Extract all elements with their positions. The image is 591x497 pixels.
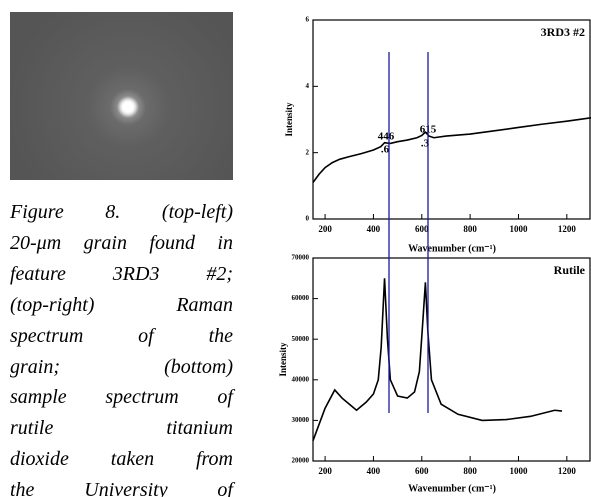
y-tick-label: 40000 <box>292 375 310 383</box>
caption-line: dioxide taken from <box>10 448 233 471</box>
caption-line: rutile titanium <box>10 417 233 440</box>
x-axis-label: Wavenumber (cm⁻¹) <box>408 483 496 494</box>
annotation: .6 <box>381 144 390 156</box>
caption-line: spectrum of the <box>10 324 233 347</box>
spectrum-line <box>312 117 591 183</box>
caption-line: feature 3RD3 #2; <box>10 262 233 285</box>
y-axis-label: Intensity <box>278 342 288 377</box>
y-tick-label: 30000 <box>292 416 310 424</box>
y-tick-label: 6 <box>306 16 310 24</box>
x-tick-label: 1200 <box>558 466 577 476</box>
caption-line: 20-μm grain found in <box>10 231 233 254</box>
x-tick-label: 1000 <box>509 224 528 234</box>
grain-photo <box>10 12 233 180</box>
caption-line: sample spectrum of <box>10 386 233 409</box>
x-tick-label: 800 <box>463 466 477 476</box>
x-tick-label: 800 <box>463 224 477 234</box>
y-tick-label: 60000 <box>292 294 310 302</box>
y-tick-label: 50000 <box>292 335 310 343</box>
x-axis-label: Wavenumber (cm⁻¹) <box>408 243 496 254</box>
chart-title: 3RD3 #2 <box>541 25 585 39</box>
x-tick-label: 600 <box>415 224 429 234</box>
caption-line: grain; (bottom) <box>10 355 233 378</box>
y-tick-label: 70000 <box>292 254 310 262</box>
caption-line: the University of <box>10 479 233 497</box>
x-tick-label: 600 <box>415 466 429 476</box>
plot-frame <box>312 257 591 462</box>
x-tick-label: 400 <box>367 466 381 476</box>
caption-line: Figure 8. (top-left) <box>10 201 233 223</box>
y-tick-label: 2 <box>306 148 310 156</box>
chart-title: Rutile <box>554 263 586 277</box>
caption: Figure 8. (top-left) 20-μm grain found in… <box>10 197 233 497</box>
annotation: .3 <box>421 138 430 150</box>
spectrum-line <box>312 278 563 441</box>
caption-line: (top-right) Raman <box>10 293 233 316</box>
x-tick-label: 200 <box>318 224 332 234</box>
x-tick-label: 200 <box>318 466 332 476</box>
y-tick-label: 0 <box>306 215 310 223</box>
y-tick-label: 20000 <box>292 457 310 465</box>
y-tick-label: 4 <box>306 82 310 90</box>
x-tick-label: 1200 <box>558 224 577 234</box>
annotation: 446 <box>378 131 395 143</box>
x-tick-label: 400 <box>367 224 381 234</box>
plot-frame <box>312 19 591 220</box>
y-axis-label: Intensity <box>284 102 294 137</box>
x-tick-label: 1000 <box>509 466 528 476</box>
